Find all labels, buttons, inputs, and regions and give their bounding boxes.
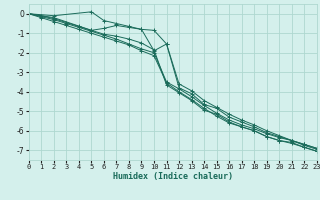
X-axis label: Humidex (Indice chaleur): Humidex (Indice chaleur): [113, 172, 233, 181]
